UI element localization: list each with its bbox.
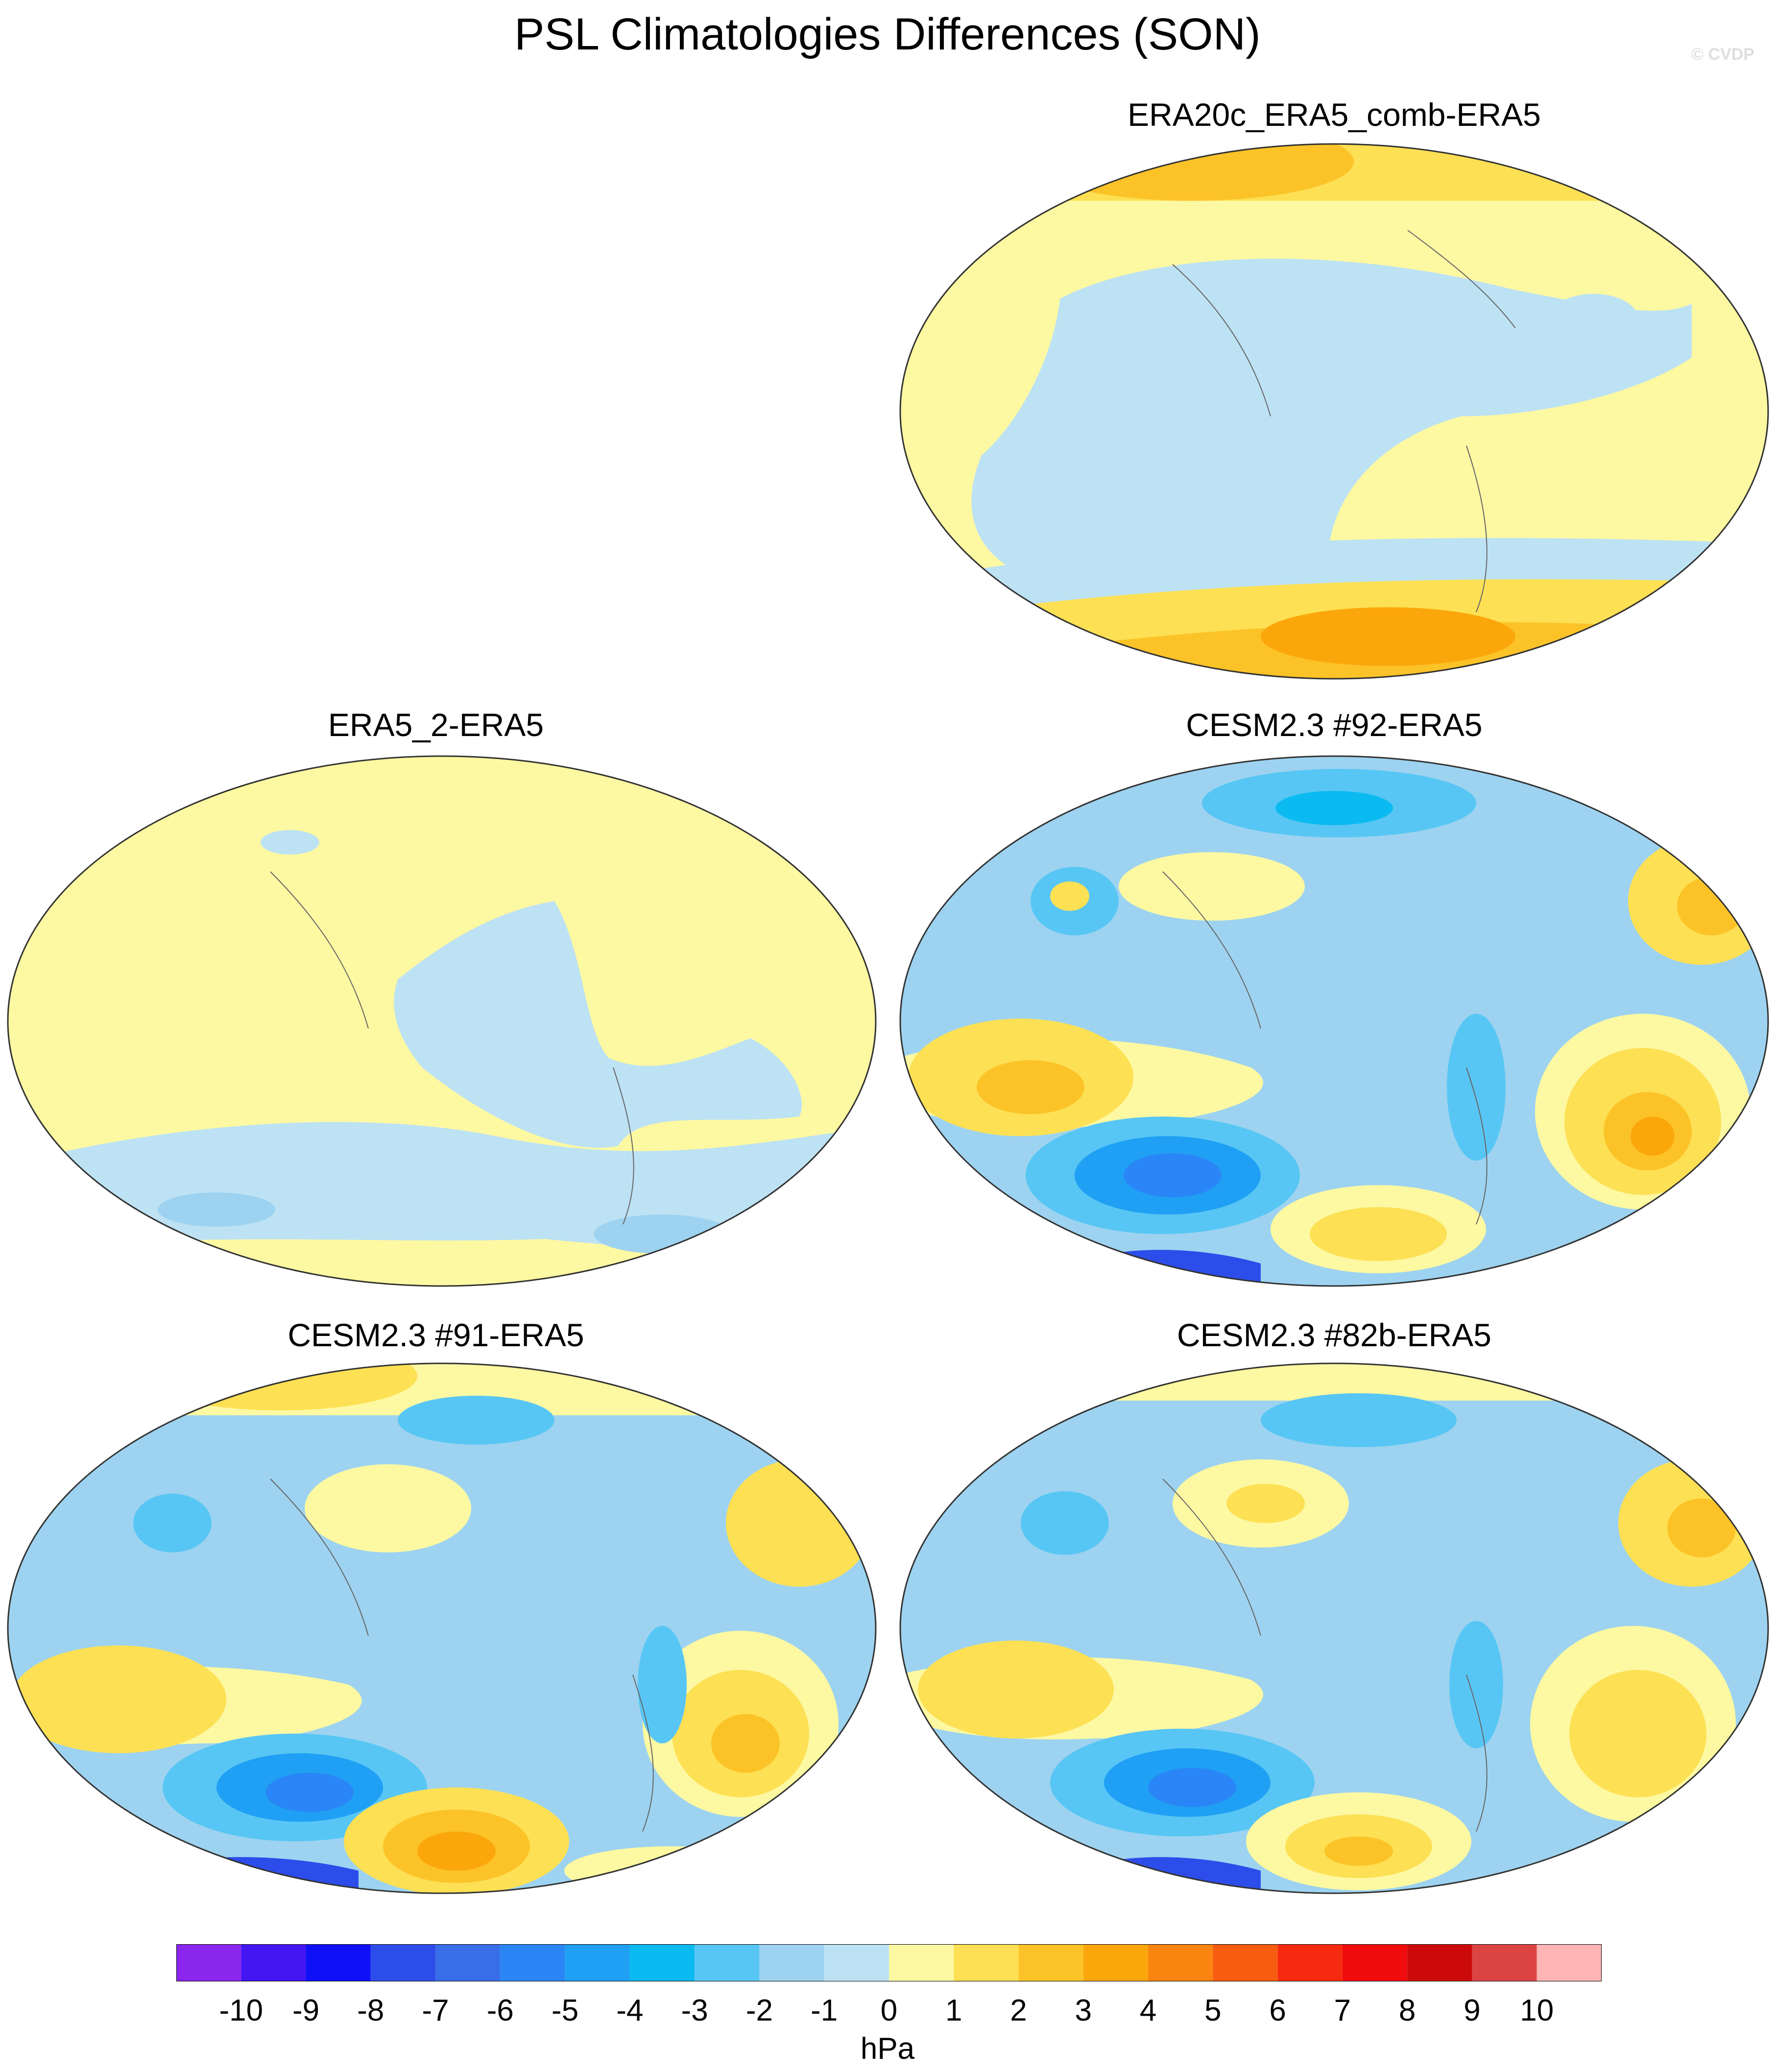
colorbar-swatch — [695, 1944, 760, 1981]
colorbar-tick-label: 3 — [1075, 1994, 1092, 2027]
panel-title-p2: ERA5_2-ERA5 — [328, 707, 544, 743]
colorbar-tick-label: 0 — [880, 1994, 898, 2027]
panel-title-p4: CESM2.3 #91-ERA5 — [288, 1317, 584, 1353]
colorbar-swatch — [759, 1944, 824, 1981]
colorbar-swatch — [1472, 1944, 1537, 1981]
colorbar-swatch — [889, 1944, 954, 1981]
colorbar-swatch — [1342, 1944, 1408, 1981]
colorbar-swatch — [1148, 1944, 1213, 1981]
colorbar-swatch — [500, 1944, 565, 1981]
colorbar-swatch — [824, 1944, 889, 1981]
colorbar-swatch — [1213, 1944, 1278, 1981]
colorbar-tick-label: -2 — [745, 1994, 773, 2027]
figure-title: PSL Climatologies Differences (SON) — [514, 9, 1261, 59]
colorbar-tick-label: 4 — [1139, 1994, 1157, 2027]
panel-title-p3: CESM2.3 #92-ERA5 — [1186, 707, 1483, 743]
map-panel-p5 — [899, 1362, 1769, 1894]
colorbar-tick-label: 7 — [1334, 1994, 1351, 2027]
colorbar-tick-label: -7 — [422, 1994, 449, 2027]
colorbar-tick-label: 8 — [1398, 1994, 1416, 2027]
panel-title-p1: ERA20c_ERA5_comb-ERA5 — [1127, 96, 1541, 133]
colorbar-tick-label: 2 — [1010, 1994, 1027, 2027]
colorbar-swatch — [1407, 1944, 1472, 1981]
colorbar-swatch — [435, 1944, 501, 1981]
colorbar-tick-label: 5 — [1204, 1994, 1222, 2027]
colorbar-swatch — [954, 1944, 1019, 1981]
panel-title-p5: CESM2.3 #82b-ERA5 — [1177, 1317, 1491, 1353]
colorbar-tick-label: 10 — [1520, 1994, 1554, 2027]
map-panel-p4 — [7, 1362, 877, 1894]
colorbar-swatch — [1277, 1944, 1343, 1981]
colorbar-units: hPa — [860, 2032, 915, 2066]
watermark: © CVDP — [1691, 45, 1754, 64]
colorbar-tick-label: -10 — [219, 1994, 264, 2027]
colorbar-tick-label: 1 — [945, 1994, 962, 2027]
colorbar-tick-label: 6 — [1269, 1994, 1286, 2027]
colorbar-swatch — [176, 1944, 241, 1981]
colorbar-swatch — [1083, 1944, 1149, 1981]
colorbar-swatch — [241, 1944, 306, 1981]
colorbar-tick-label: -3 — [681, 1994, 708, 2027]
colorbar-swatch — [1018, 1944, 1083, 1981]
colorbar-tick-label: -8 — [357, 1994, 384, 2027]
colorbar-swatch — [370, 1944, 436, 1981]
map-panel-p1 — [899, 143, 1769, 680]
colorbar-tick-label: -4 — [616, 1994, 644, 2027]
colorbar-tick-label: -1 — [811, 1994, 838, 2027]
colorbar-tick-label: 9 — [1463, 1994, 1481, 2027]
colorbar-tick-label: -9 — [292, 1994, 320, 2027]
colorbar-swatch — [629, 1944, 695, 1981]
colorbar-swatch — [306, 1944, 371, 1981]
colorbar — [176, 1944, 1602, 1981]
colorbar-tick-label: -6 — [486, 1994, 514, 2027]
colorbar-swatch — [1536, 1944, 1602, 1981]
map-panel-p3 — [899, 755, 1769, 1287]
colorbar-tick-label: -5 — [552, 1994, 579, 2027]
colorbar-swatch — [565, 1944, 630, 1981]
map-panel-p2 — [7, 755, 877, 1287]
